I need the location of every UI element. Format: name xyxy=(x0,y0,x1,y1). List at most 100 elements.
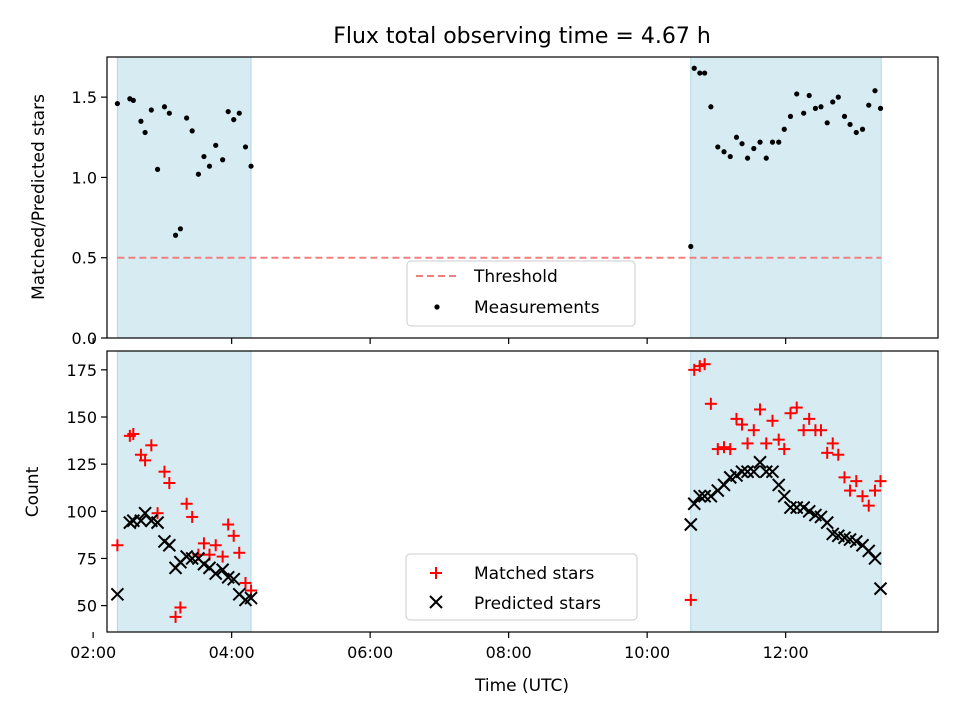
measurement-point xyxy=(177,226,184,232)
measurements-legend-swatch xyxy=(434,304,440,310)
matched-star-point xyxy=(151,507,164,520)
observing-windows xyxy=(116,56,882,339)
matched-star-point xyxy=(874,475,887,488)
count-xlabel: Time (UTC) xyxy=(474,676,569,696)
predicted-star-point xyxy=(150,515,165,530)
predicted-star-point xyxy=(693,489,707,503)
predicted-star-point xyxy=(123,515,137,530)
matched-star-point xyxy=(111,539,124,552)
matched-star-point xyxy=(174,601,187,614)
matched-star-point xyxy=(797,424,810,437)
matched-legend-label: Matched stars xyxy=(474,564,594,584)
predicted-star-point xyxy=(868,551,882,566)
predicted-star-point xyxy=(772,478,786,492)
measurement-point xyxy=(835,94,841,100)
measurements-series xyxy=(114,65,884,250)
y-tick-label: 175 xyxy=(66,361,97,380)
measurement-point xyxy=(794,91,800,97)
measurement-point xyxy=(853,129,859,136)
measurement-point xyxy=(697,70,703,76)
matched-star-point xyxy=(180,497,193,510)
matched-star-point xyxy=(736,418,749,431)
predicted-star-point xyxy=(244,591,258,605)
predicted-star-point xyxy=(687,497,701,511)
observing-window-1 xyxy=(116,350,252,633)
predicted-star-point xyxy=(753,455,767,469)
measurement-point xyxy=(154,166,161,172)
predicted-star-point xyxy=(747,464,761,479)
measurement-point xyxy=(806,92,812,99)
y-tick-label: 75 xyxy=(77,549,97,568)
ratio-legend-box xyxy=(406,260,636,327)
measurement-point xyxy=(757,139,763,145)
matched-star-point xyxy=(803,412,816,425)
matched-star-point xyxy=(784,407,797,420)
measurement-point xyxy=(751,145,757,152)
matched-star-point xyxy=(197,537,210,550)
predicted-star-point xyxy=(735,464,749,479)
matched-star-point xyxy=(704,397,717,410)
matched-star-point xyxy=(222,518,235,531)
measurement-point xyxy=(739,141,745,147)
predicted-star-point xyxy=(162,538,177,552)
y-tick-label: 1.5 xyxy=(72,88,97,107)
measurement-point xyxy=(787,113,794,120)
measurements-legend-label: Measurements xyxy=(474,298,600,318)
matched-star-point xyxy=(741,437,754,450)
measurement-point xyxy=(776,139,782,145)
predicted-star-point xyxy=(777,489,791,503)
count-legend: Matched stars Predicted stars xyxy=(405,553,638,621)
measurement-point xyxy=(824,120,830,126)
measurement-point xyxy=(225,108,231,115)
observing-window-1 xyxy=(116,56,252,339)
matched-star-point xyxy=(227,529,240,542)
predicted-star-point xyxy=(802,504,816,519)
measurement-point xyxy=(847,121,853,128)
count-panel: 50 75 100 125 150 175 02:00 04:00 06:00 08:00 10:0… xyxy=(23,350,939,696)
measurement-point xyxy=(114,100,120,107)
predicted-star-point xyxy=(684,517,698,532)
matched-star-point xyxy=(239,576,252,589)
y-tick-label: 125 xyxy=(66,455,97,474)
observing-window-2 xyxy=(690,56,882,339)
x-tick-label: 10:00 xyxy=(624,643,670,662)
matched-star-point xyxy=(821,446,834,459)
count-panel-ticks: 50 75 100 125 150 175 02:00 04:00 06:00 08:00 10:0… xyxy=(66,361,808,662)
matched-legend-swatch xyxy=(430,567,442,579)
y-tick-label: 150 xyxy=(66,408,97,427)
measurement-point xyxy=(769,139,776,145)
count-series xyxy=(110,358,888,623)
matched-star-point xyxy=(856,490,869,503)
predicted-legend-swatch xyxy=(429,595,443,609)
measurement-point xyxy=(248,163,254,169)
matched-star-point xyxy=(169,610,182,623)
measurement-point xyxy=(733,134,740,140)
measurement-point xyxy=(859,126,866,132)
measurement-point xyxy=(877,105,884,111)
predicted-star-point xyxy=(134,514,148,528)
measurement-point xyxy=(236,110,242,116)
y-tick-label: 50 xyxy=(77,597,97,616)
measurement-point xyxy=(812,105,819,111)
measurement-point xyxy=(195,171,202,177)
predicted-star-point xyxy=(873,581,888,596)
predicted-legend-label: Predicted stars xyxy=(474,594,601,614)
measurement-point xyxy=(161,104,168,110)
matched-star-point xyxy=(832,448,845,461)
measurement-point xyxy=(763,155,769,161)
predicted-star-point xyxy=(209,566,223,581)
predicted-star-point xyxy=(759,464,773,479)
measurement-point xyxy=(189,128,195,134)
ratio-panel-frame xyxy=(106,56,939,339)
matched-star-point xyxy=(790,401,803,414)
measurement-point xyxy=(220,157,226,163)
predicted-star-point xyxy=(740,464,755,479)
matched-star-point xyxy=(814,424,827,437)
chart-title: Flux total observing time = 4.67 h xyxy=(333,24,711,49)
x-tick-label: 02:00 xyxy=(70,643,116,662)
matched-star-point xyxy=(127,427,140,440)
measurement-point xyxy=(172,232,179,238)
ratio-ylabel: Matched/Predicted stars xyxy=(29,94,49,300)
x-tick-label: 04:00 xyxy=(209,643,255,662)
